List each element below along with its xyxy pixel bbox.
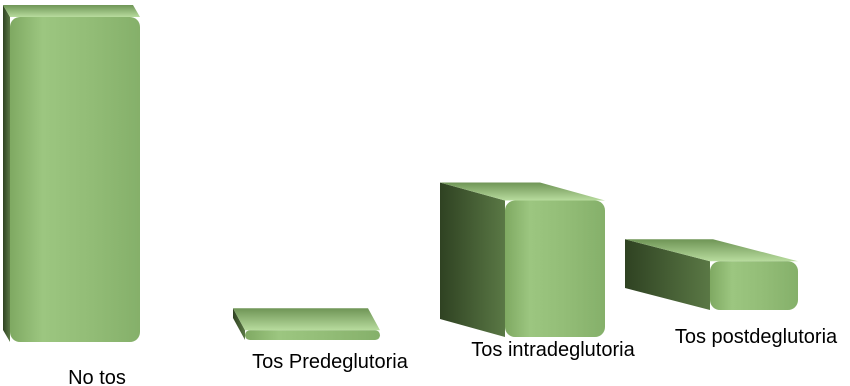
category-label: Tos intradeglutoria xyxy=(471,339,635,361)
bar-top-face xyxy=(625,239,798,262)
bar-front-face xyxy=(245,330,380,340)
bar-top-face xyxy=(3,5,140,17)
bar-front-face xyxy=(710,261,798,310)
bar-top-face xyxy=(440,182,605,201)
category-label: Tos postdeglutoria xyxy=(675,326,838,348)
bars-layer xyxy=(3,5,798,342)
bar-front-face xyxy=(10,17,140,342)
bar-top-face xyxy=(233,308,380,331)
bar-4 xyxy=(625,239,798,310)
bar-side-face xyxy=(440,182,505,337)
labels-layer: No tos Tos Predeglutoria Tos intradeglutor… xyxy=(68,326,838,386)
bar-front-face xyxy=(505,200,605,337)
bar-1 xyxy=(3,5,140,342)
bar-2 xyxy=(233,308,380,340)
bar-side-face xyxy=(625,239,710,310)
bar-side-face xyxy=(233,308,245,340)
category-label: No tos xyxy=(68,367,126,386)
category-label: Tos Predeglutoria xyxy=(252,351,409,373)
bar-3 xyxy=(440,182,605,337)
bar-side-face xyxy=(3,5,10,342)
